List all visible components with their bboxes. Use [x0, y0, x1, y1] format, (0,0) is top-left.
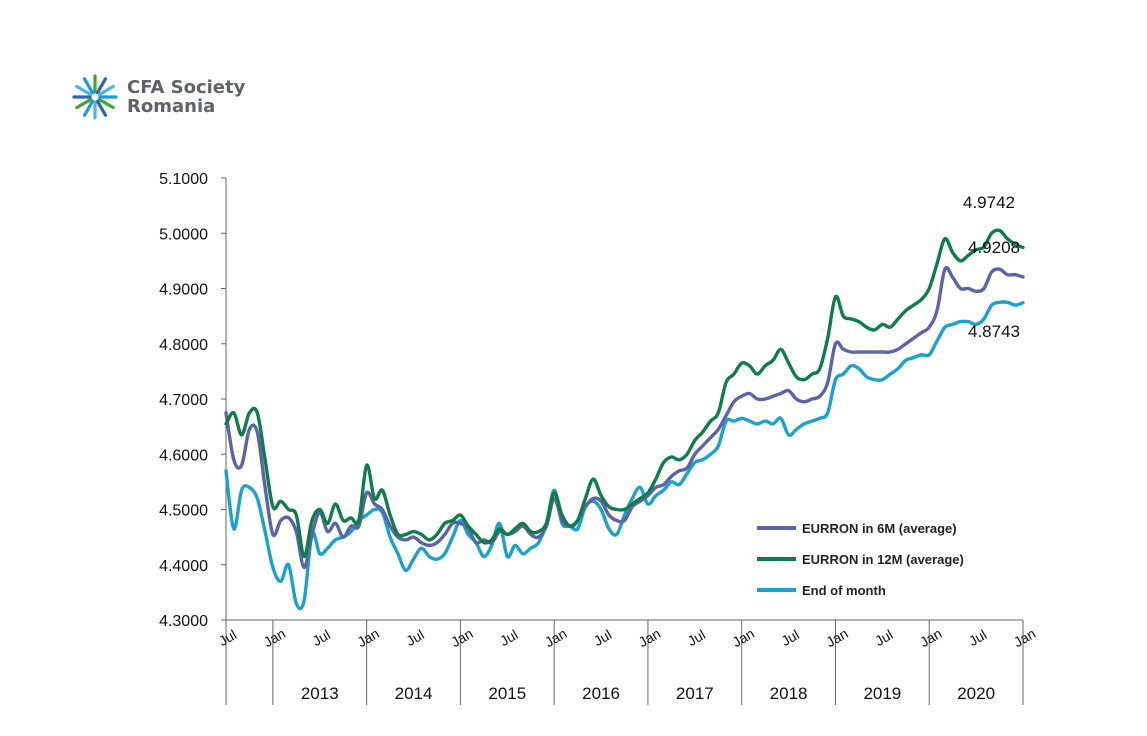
- y-tick-label: 4.4000: [159, 558, 208, 575]
- logo-ray: [82, 99, 95, 117]
- logo-ray: [75, 84, 93, 97]
- legend-label: EURRON in 12M (average): [802, 552, 964, 567]
- legend-label: EURRON in 6M (average): [802, 521, 957, 536]
- chart-axes: [221, 177, 1024, 705]
- y-tick-label: 4.5000: [159, 503, 208, 520]
- month-tick-label: Jan: [542, 625, 570, 650]
- month-tick-label: Jul: [966, 626, 990, 649]
- month-tick-label: Jan: [1011, 625, 1039, 650]
- month-tick-label: Jan: [261, 625, 289, 650]
- legend-label: End of month: [802, 583, 886, 598]
- year-label: 2018: [770, 684, 808, 703]
- chart-annotations: 4.9742 4.9208 4.8743: [963, 193, 1020, 341]
- logo-line2: Romania: [127, 96, 216, 117]
- month-tick-label: Jan: [636, 625, 664, 650]
- y-tick-label: 4.3000: [159, 613, 208, 630]
- year-label: 2019: [863, 684, 901, 703]
- month-tick-label: Jul: [591, 626, 615, 649]
- y-tick-label: 4.6000: [159, 447, 208, 464]
- year-label: 2013: [301, 684, 339, 703]
- year-label: 2014: [395, 684, 433, 703]
- logo-ray: [95, 99, 108, 117]
- month-tick-label: Jan: [823, 625, 851, 650]
- y-tick-label: 5.0000: [159, 226, 208, 243]
- value-annotation: 4.9208: [968, 238, 1020, 257]
- logo-ray: [97, 84, 115, 97]
- month-tick-label: Jul: [685, 626, 709, 649]
- chart-legend: EURRON in 6M (average) EURRON in 12M (ave…: [757, 521, 964, 598]
- logo-ray: [75, 97, 93, 110]
- month-tick-label: Jan: [917, 625, 945, 650]
- logo-mark-icon: [72, 74, 118, 120]
- y-tick-label: 5.1000: [159, 171, 208, 188]
- value-annotation: 4.9742: [963, 193, 1015, 212]
- logo-ray: [97, 97, 115, 110]
- year-label: 2017: [676, 684, 714, 703]
- chart-series-lines: [224, 228, 1025, 611]
- month-tick-label: Jul: [778, 626, 802, 649]
- series-line: [224, 228, 1025, 559]
- year-label: 2020: [957, 684, 995, 703]
- month-tick-label: Jan: [448, 625, 476, 650]
- y-tick-label: 4.7000: [159, 392, 208, 409]
- month-tick-label: Jul: [872, 626, 896, 649]
- month-tick-label: Jul: [310, 626, 334, 649]
- year-label: 2016: [582, 684, 620, 703]
- series-line: [224, 265, 1025, 570]
- logo-text: CFA Society Romania: [127, 78, 245, 116]
- year-label: 2015: [488, 684, 526, 703]
- logo-line1: CFA Society: [127, 77, 246, 98]
- value-annotation: 4.8743: [968, 322, 1020, 341]
- y-axis-tick-labels: 4.3000 4.4000 4.5000 4.6000 4.7000 4.8000 4.90…: [159, 171, 208, 630]
- month-tick-label: Jul: [403, 626, 427, 649]
- x-axis-tick-labels: Jul Jan Jul Jan Jul Jan Jul Jan Jul Jan Jul Jan Jul J…: [216, 625, 1039, 703]
- logo-ray: [95, 77, 108, 95]
- month-tick-label: Jul: [497, 626, 521, 649]
- month-tick-label: Jul: [216, 626, 240, 649]
- logo-ray: [82, 77, 95, 95]
- y-tick-label: 4.9000: [159, 282, 208, 299]
- cfa-logo: [72, 74, 118, 120]
- month-tick-label: Jan: [354, 625, 382, 650]
- month-tick-label: Jan: [729, 625, 757, 650]
- y-tick-label: 4.8000: [159, 337, 208, 354]
